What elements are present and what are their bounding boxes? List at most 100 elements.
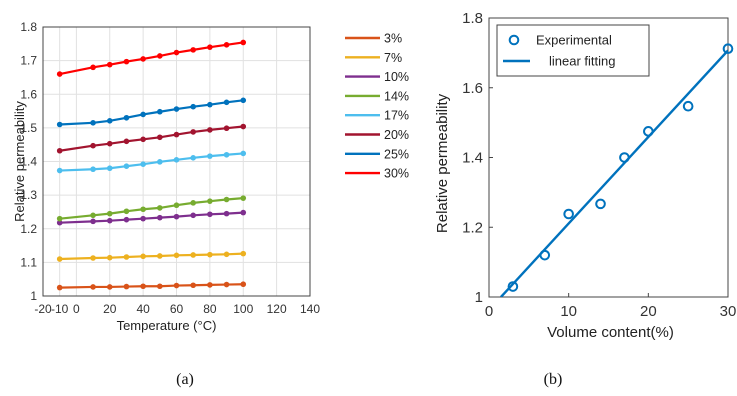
legend-label: 14%: [384, 89, 409, 103]
data-point: [123, 254, 130, 260]
x-axis-label-b: Volume content(%): [547, 324, 674, 341]
data-point: [507, 281, 519, 292]
x-axis-label-a: Temperature (°C): [117, 318, 217, 333]
data-point: [207, 282, 213, 288]
data-point: [106, 284, 113, 290]
data-point: [90, 212, 96, 219]
y-tick-label: 1.8: [20, 20, 37, 34]
data-point: [56, 219, 63, 226]
data-point: [207, 127, 213, 133]
x-tick-label: 80: [203, 302, 217, 316]
data-point: [140, 283, 146, 290]
data-point: [722, 43, 734, 54]
data-point: [157, 205, 163, 211]
data-point: [157, 283, 163, 290]
y-axis-label-a: Relative permeability: [12, 101, 27, 222]
data-point: [123, 58, 130, 65]
data-point: [173, 157, 180, 163]
legend-label: 3%: [384, 32, 402, 46]
y-tick-label: 1.5: [20, 121, 37, 135]
caption-a: (a): [176, 371, 194, 388]
data-point: [106, 254, 113, 261]
data-point: [56, 71, 63, 77]
data-point: [240, 150, 247, 157]
data-point: [123, 114, 130, 121]
data-point: [240, 195, 247, 201]
data-point: [190, 103, 196, 110]
data-point: [123, 163, 130, 170]
legend-label: 10%: [384, 70, 409, 84]
plot-frame-a: [42, 26, 311, 297]
data-point: [223, 196, 230, 203]
caption-b: (b): [544, 371, 563, 388]
data-point: [140, 136, 146, 143]
data-point: [190, 200, 196, 206]
data-point: [90, 166, 96, 173]
y-tick-label: 1: [475, 289, 483, 306]
data-point: [207, 101, 213, 108]
data-point: [56, 256, 63, 262]
data-point: [56, 215, 63, 222]
x-tick-label: 20: [103, 302, 117, 316]
legend-label: 30%: [384, 167, 409, 181]
data-point: [240, 209, 247, 216]
legend-label: 20%: [384, 128, 409, 142]
legend-label: Experimental: [536, 33, 612, 48]
data-point: [56, 121, 63, 128]
y-tick-label: 1.1: [20, 255, 37, 269]
data-point: [619, 152, 630, 163]
data-point: [90, 142, 96, 149]
data-point: [190, 282, 196, 289]
y-tick-label: 1.7: [20, 54, 37, 68]
fit-line: [500, 49, 728, 297]
series-line-17%: [59, 152, 244, 172]
y-tick-label: 1: [30, 289, 37, 303]
data-point: [539, 249, 551, 261]
data-point: [173, 106, 180, 112]
data-point: [56, 167, 63, 174]
legend-label: 25%: [384, 147, 409, 161]
legend-label: 7%: [384, 51, 402, 65]
series-line-25%: [59, 99, 244, 126]
y-tick-label: 1.2: [20, 222, 37, 236]
data-point: [173, 282, 180, 289]
data-point: [90, 120, 96, 126]
x-tick-label: 30: [720, 303, 737, 320]
series-line-10%: [59, 211, 244, 224]
y-tick-label: 1.6: [462, 80, 483, 97]
series-line-20%: [59, 125, 244, 152]
data-point: [190, 129, 196, 135]
data-point: [173, 213, 180, 220]
data-point: [240, 281, 247, 288]
data-point: [190, 155, 196, 161]
data-point: [190, 212, 196, 219]
x-tick-label: 100: [233, 302, 253, 316]
data-point: [223, 125, 230, 132]
data-point: [140, 56, 146, 62]
data-point: [106, 217, 113, 224]
data-point: [207, 153, 213, 159]
data-point: [90, 284, 96, 290]
data-point: [207, 211, 213, 218]
data-point: [223, 210, 230, 217]
data-point: [223, 151, 230, 158]
legend-label: linear fitting: [549, 54, 615, 69]
data-point: [207, 198, 213, 204]
x-tick-label: 60: [170, 302, 184, 316]
data-point: [140, 206, 146, 213]
data-point: [157, 253, 163, 259]
data-point: [56, 284, 63, 291]
series-line-7%: [59, 252, 244, 261]
data-point: [140, 111, 146, 118]
data-point: [563, 208, 574, 220]
data-point: [157, 134, 163, 141]
data-point: [240, 97, 247, 104]
data-point: [595, 198, 606, 210]
chart-b: 0 10 20 30 1 1.2 1.4 1.6 1.8 Volume content(%) Rel…: [434, 10, 736, 341]
y-tick-label: 1.8: [462, 10, 483, 27]
legend-swatch-marker: [508, 34, 520, 46]
data-point: [173, 202, 180, 209]
legend-box: [496, 24, 650, 77]
